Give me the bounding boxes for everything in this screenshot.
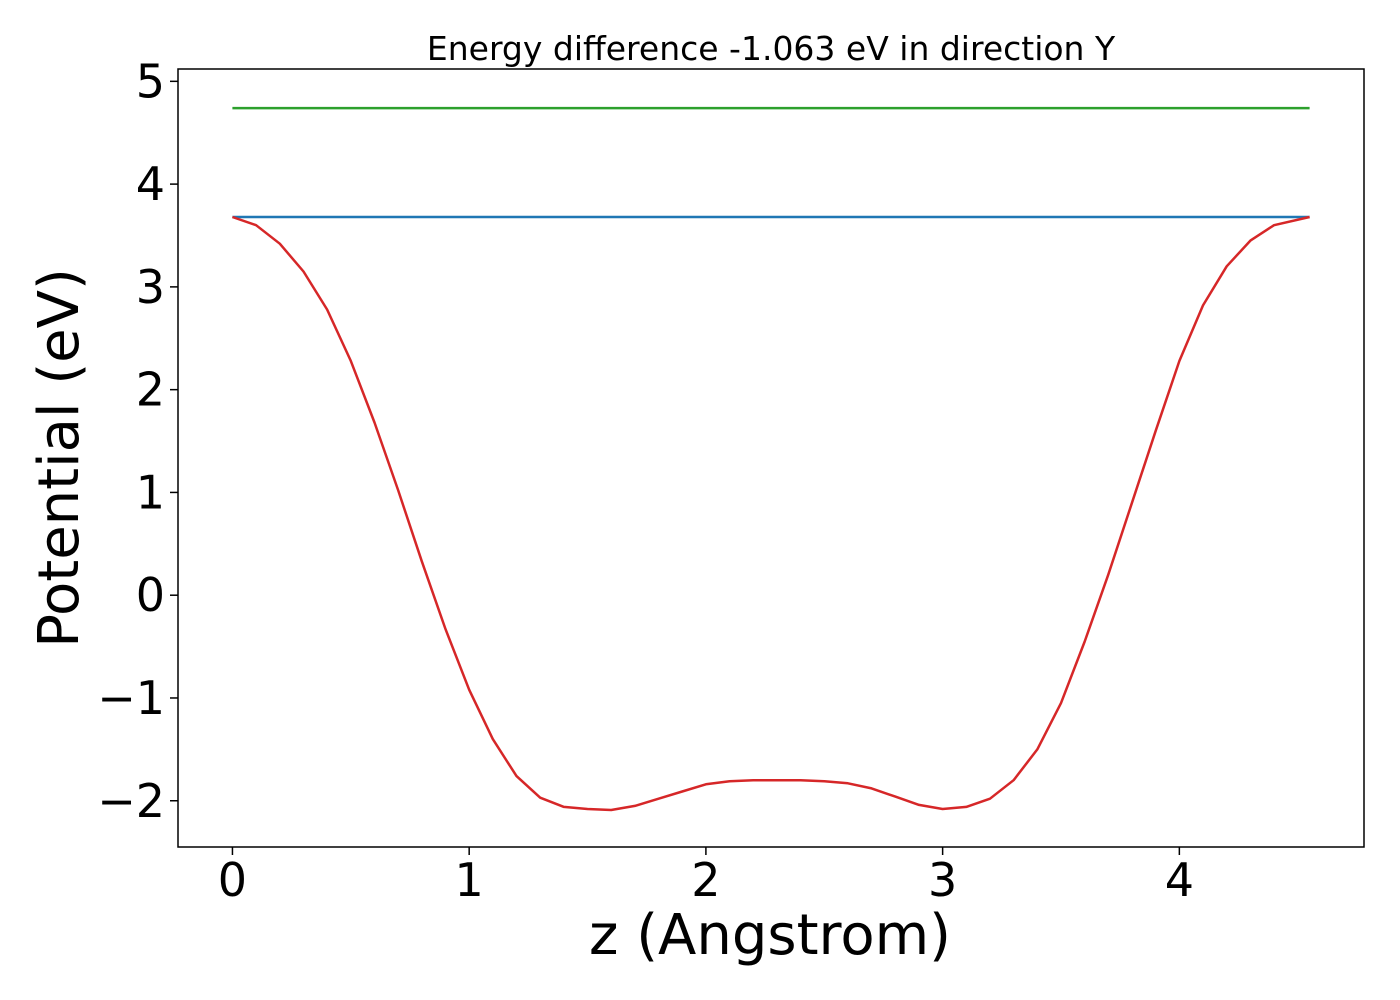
chart-title: Energy difference -1.063 eV in direction… xyxy=(427,29,1116,68)
y-axis-label: Potential (eV) xyxy=(27,268,92,648)
series-line-2 xyxy=(231,215,1310,812)
y-tick-label: 4 xyxy=(136,157,165,211)
x-tick-label: 2 xyxy=(691,853,720,907)
y-tick-label: −1 xyxy=(97,671,165,725)
y-tick-label: −2 xyxy=(97,774,165,828)
y-tick-label: 3 xyxy=(136,260,165,314)
x-tick-label: 4 xyxy=(1165,853,1194,907)
x-tick-label: 1 xyxy=(455,853,484,907)
x-tick-label: 0 xyxy=(218,853,247,907)
series-layer xyxy=(231,106,1310,812)
y-tick-label: 5 xyxy=(136,54,165,108)
y-tick-label: 2 xyxy=(136,363,165,417)
x-axis: 0 1 2 3 4 xyxy=(218,847,1194,907)
x-axis-label: z (Angstrom) xyxy=(589,903,951,968)
plot-frame xyxy=(177,68,1365,848)
y-tick-label: 1 xyxy=(136,465,165,519)
x-tick-label: 3 xyxy=(928,853,957,907)
y-axis: −2 −1 0 1 2 3 4 5 xyxy=(97,54,178,828)
y-tick-label: 0 xyxy=(136,568,165,622)
